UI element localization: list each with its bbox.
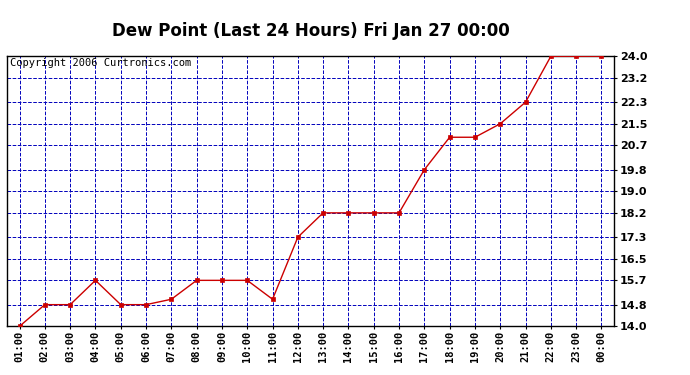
Text: Dew Point (Last 24 Hours) Fri Jan 27 00:00: Dew Point (Last 24 Hours) Fri Jan 27 00:… [112, 22, 509, 40]
Text: Copyright 2006 Curtronics.com: Copyright 2006 Curtronics.com [10, 58, 191, 68]
